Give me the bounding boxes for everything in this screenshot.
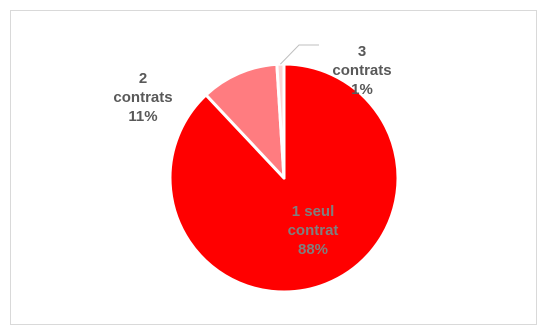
slice-name-label: contrats (332, 62, 391, 79)
slice-name-label: contrats (113, 89, 172, 106)
slice-name-label: contrat (288, 222, 339, 239)
slice-name-label: 3 (358, 43, 366, 60)
leader-line (280, 44, 319, 65)
slice-name-label: 2 (139, 70, 147, 87)
slice-label-3: 3 contrats 1% (332, 43, 391, 98)
slice-name-label: 1 seul (292, 203, 335, 220)
slice-percent-label: 88% (298, 241, 328, 258)
slice-label-1: 1 seul contrat 88% (288, 203, 339, 258)
slice-percent-label: 11% (128, 108, 157, 125)
slice-percent-label: 1% (351, 81, 373, 98)
pie-slice-2 (204, 62, 286, 180)
slice-label-2: 2 contrats 11% (113, 70, 172, 125)
